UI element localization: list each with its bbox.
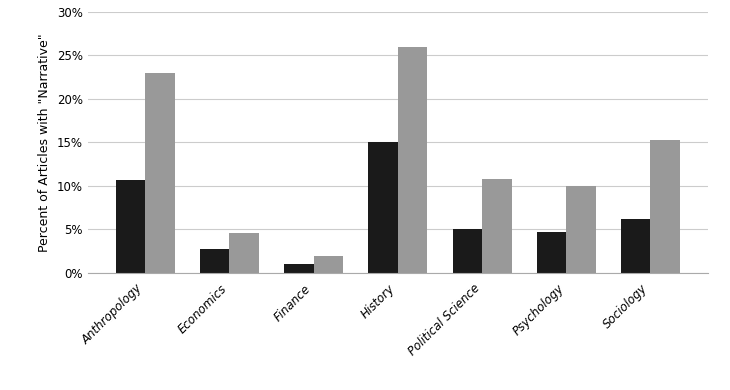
Bar: [621, 219, 650, 273]
Bar: [369, 142, 398, 273]
Bar: [229, 233, 259, 273]
Bar: [537, 232, 566, 273]
Bar: [284, 264, 314, 273]
Bar: [200, 250, 229, 273]
Bar: [116, 180, 145, 273]
Bar: [314, 255, 343, 273]
Y-axis label: Percent of Articles with "Narrative": Percent of Articles with "Narrative": [38, 33, 51, 252]
Bar: [453, 229, 482, 273]
Bar: [145, 73, 174, 273]
Bar: [482, 179, 512, 273]
Bar: [650, 140, 680, 273]
Bar: [566, 186, 596, 273]
Bar: [398, 46, 427, 273]
